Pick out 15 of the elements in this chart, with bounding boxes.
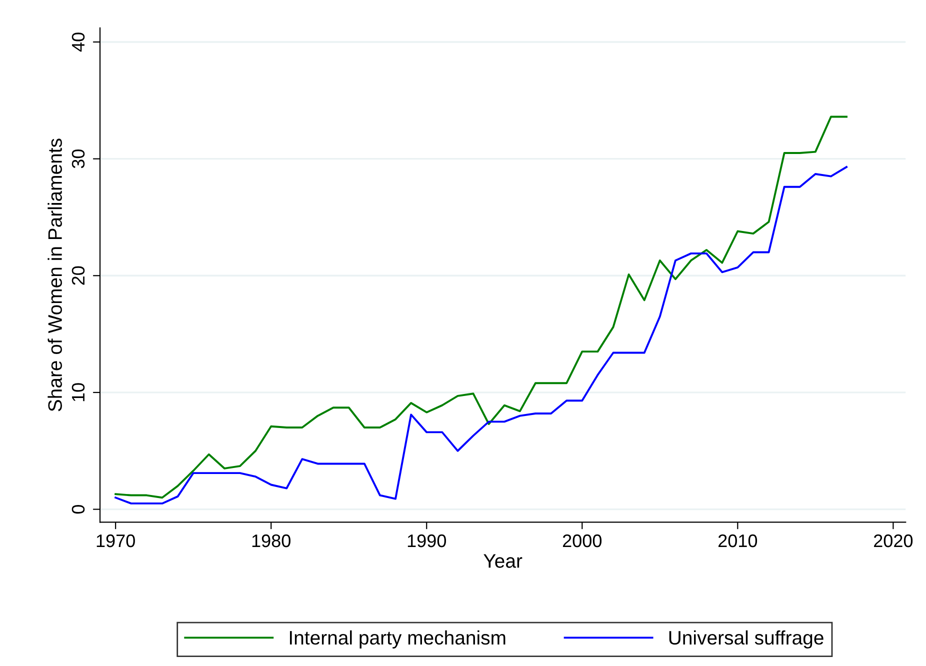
legend-label: Universal suffrage xyxy=(669,630,824,648)
y-tick-label: 20 xyxy=(72,266,85,285)
y-tick-label: 30 xyxy=(72,149,85,168)
x-tick-label: 2020 xyxy=(874,534,913,548)
y-tick-label: 10 xyxy=(72,383,85,402)
y-tick-label: 0 xyxy=(72,504,85,514)
x-tick-label: 1990 xyxy=(408,534,446,548)
y-axis-title: Share of Women in Parliaments xyxy=(48,138,62,412)
x-tick-label: 2000 xyxy=(562,534,602,548)
x-axis-title: Year xyxy=(484,554,522,568)
y-tick-label: 40 xyxy=(72,32,85,52)
x-tick-label: 2010 xyxy=(718,534,758,548)
x-tick-label: 1970 xyxy=(96,534,135,548)
legend-label: Internal party mechanism xyxy=(290,630,506,648)
x-tick-label: 1980 xyxy=(252,534,290,548)
